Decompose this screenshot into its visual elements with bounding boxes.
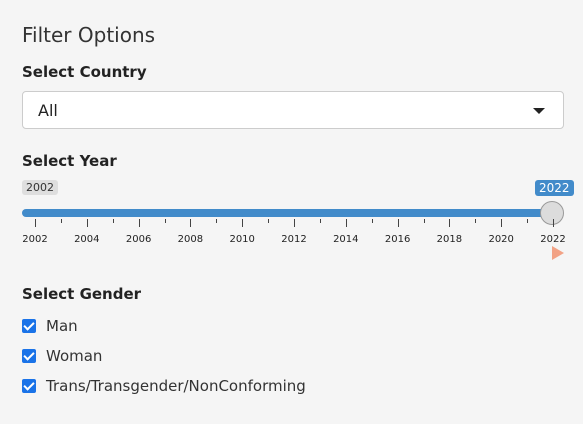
slider-tick xyxy=(35,219,36,227)
checkbox-label: Woman xyxy=(46,347,103,365)
slider-tick-label: 2012 xyxy=(281,234,307,245)
slider-tick xyxy=(501,219,503,227)
country-label: Select Country xyxy=(22,63,147,81)
slider-tick xyxy=(268,219,270,223)
country-select[interactable]: All xyxy=(22,91,564,129)
slider-tick xyxy=(397,219,399,227)
checkbox-label: Trans/Transgender/NonConforming xyxy=(46,377,306,395)
slider-tick xyxy=(475,219,477,223)
slider-tick xyxy=(423,219,425,223)
gender-option-woman[interactable]: Woman xyxy=(22,347,102,365)
slider-tick xyxy=(449,219,451,227)
slider-tick xyxy=(86,219,88,227)
slider-tick xyxy=(138,219,140,227)
slider-tick xyxy=(345,219,347,227)
slider-tick xyxy=(242,219,244,227)
year-label: Select Year xyxy=(22,152,117,170)
panel-title: Filter Options xyxy=(22,23,156,47)
year-min-label: 2002 xyxy=(22,180,58,195)
slider-tick-label: 2020 xyxy=(488,234,514,245)
play-icon[interactable] xyxy=(552,246,564,260)
year-slider-handle[interactable] xyxy=(540,201,564,225)
slider-tick-label: 2008 xyxy=(177,234,204,245)
gender-option-trans[interactable]: Trans/Transgender/NonConforming xyxy=(22,377,306,395)
year-slider-track[interactable] xyxy=(22,209,553,217)
slider-tick xyxy=(60,219,62,223)
gender-option-man[interactable]: Man xyxy=(22,317,78,335)
slider-tick xyxy=(371,219,373,223)
slider-tick xyxy=(319,219,321,223)
slider-tick-label: 2002 xyxy=(22,234,48,245)
checkbox-trans[interactable] xyxy=(22,379,36,393)
slider-tick-label: 2018 xyxy=(436,234,463,245)
slider-tick-label: 2006 xyxy=(125,234,152,245)
slider-tick xyxy=(527,219,529,223)
slider-tick-label: 2004 xyxy=(74,234,100,245)
checkbox-man[interactable] xyxy=(22,319,36,333)
year-slider-ticks xyxy=(35,219,554,227)
slider-tick xyxy=(112,219,114,223)
slider-tick-label: 2010 xyxy=(229,234,255,245)
slider-tick-label: 2016 xyxy=(384,234,411,245)
slider-tick-label: 2022 xyxy=(540,234,566,245)
slider-tick xyxy=(190,219,192,227)
slider-tick xyxy=(294,219,295,227)
gender-label: Select Gender xyxy=(22,285,142,303)
slider-tick xyxy=(553,219,554,227)
slider-tick xyxy=(164,219,166,223)
slider-tick-label: 2014 xyxy=(333,234,359,245)
slider-tick xyxy=(216,219,218,223)
checkbox-label: Man xyxy=(46,317,78,335)
caret-down-icon xyxy=(533,108,545,114)
checkbox-woman[interactable] xyxy=(22,349,36,363)
year-max-label: 2022 xyxy=(535,180,574,196)
country-select-value: All xyxy=(38,101,58,120)
